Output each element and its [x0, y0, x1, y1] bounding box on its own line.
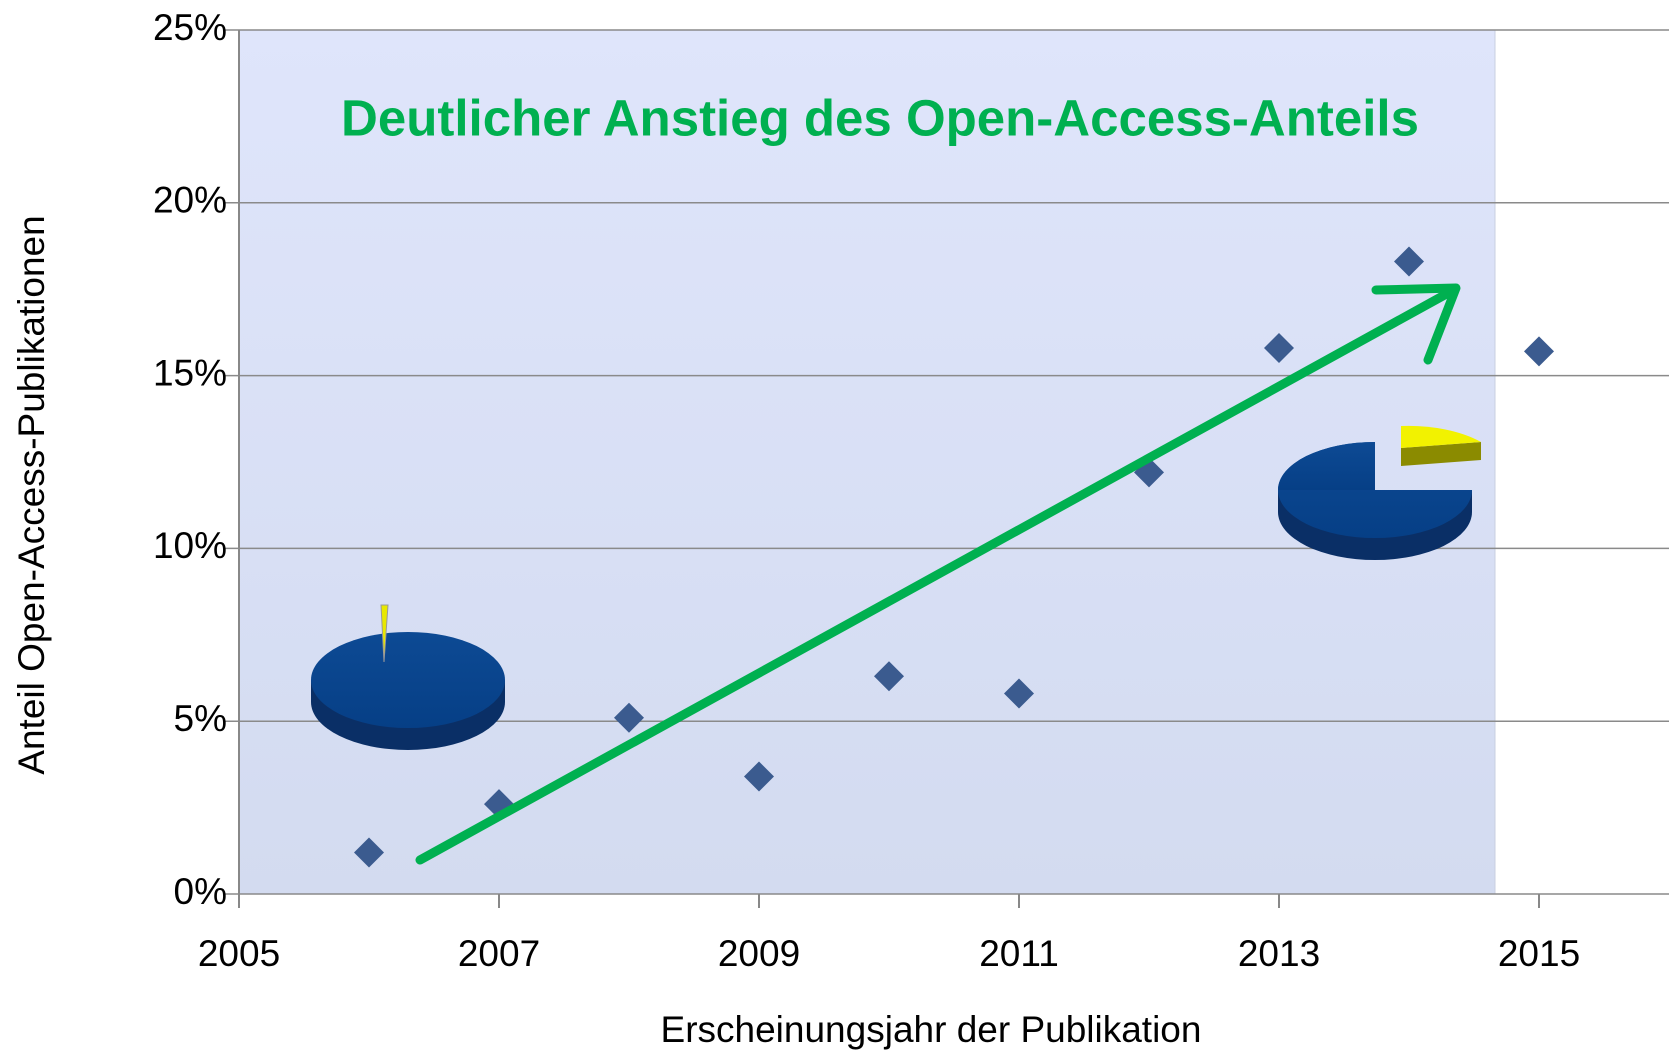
point [354, 837, 384, 868]
x-tick-label: 2007 [458, 933, 540, 974]
x-tick-label: 2011 [979, 933, 1059, 974]
point [744, 761, 774, 792]
y-tick-label: 25% [153, 7, 227, 48]
chart-title: Deutlicher Anstieg des Open-Access-Antei… [341, 89, 1419, 146]
point [1394, 246, 1424, 277]
point [1264, 332, 1294, 363]
point [874, 661, 904, 692]
y-tick-label: 0% [174, 871, 227, 912]
y-tick-label: 10% [153, 525, 227, 566]
point [614, 702, 644, 733]
trend-arrow [415, 283, 1461, 865]
x-axis-label: Erscheinungsjahr der Publikation [661, 1009, 1202, 1050]
x-tick-label: 2005 [198, 933, 280, 974]
x-tick-label: 2009 [718, 933, 800, 974]
y-tick-label: 5% [174, 698, 227, 739]
highlight-area [238, 29, 1496, 895]
pie-icon-small [311, 604, 505, 750]
y-tick-label: 20% [153, 180, 227, 221]
y-tick-label: 15% [153, 352, 227, 393]
point [1004, 678, 1034, 709]
point [1524, 336, 1554, 367]
x-tick-label: 2013 [1238, 933, 1320, 974]
pie-icon-large [1278, 425, 1481, 560]
x-tick-label: 2015 [1498, 933, 1580, 974]
y-axis-label: Anteil Open-Access-Publikationen [11, 215, 52, 774]
